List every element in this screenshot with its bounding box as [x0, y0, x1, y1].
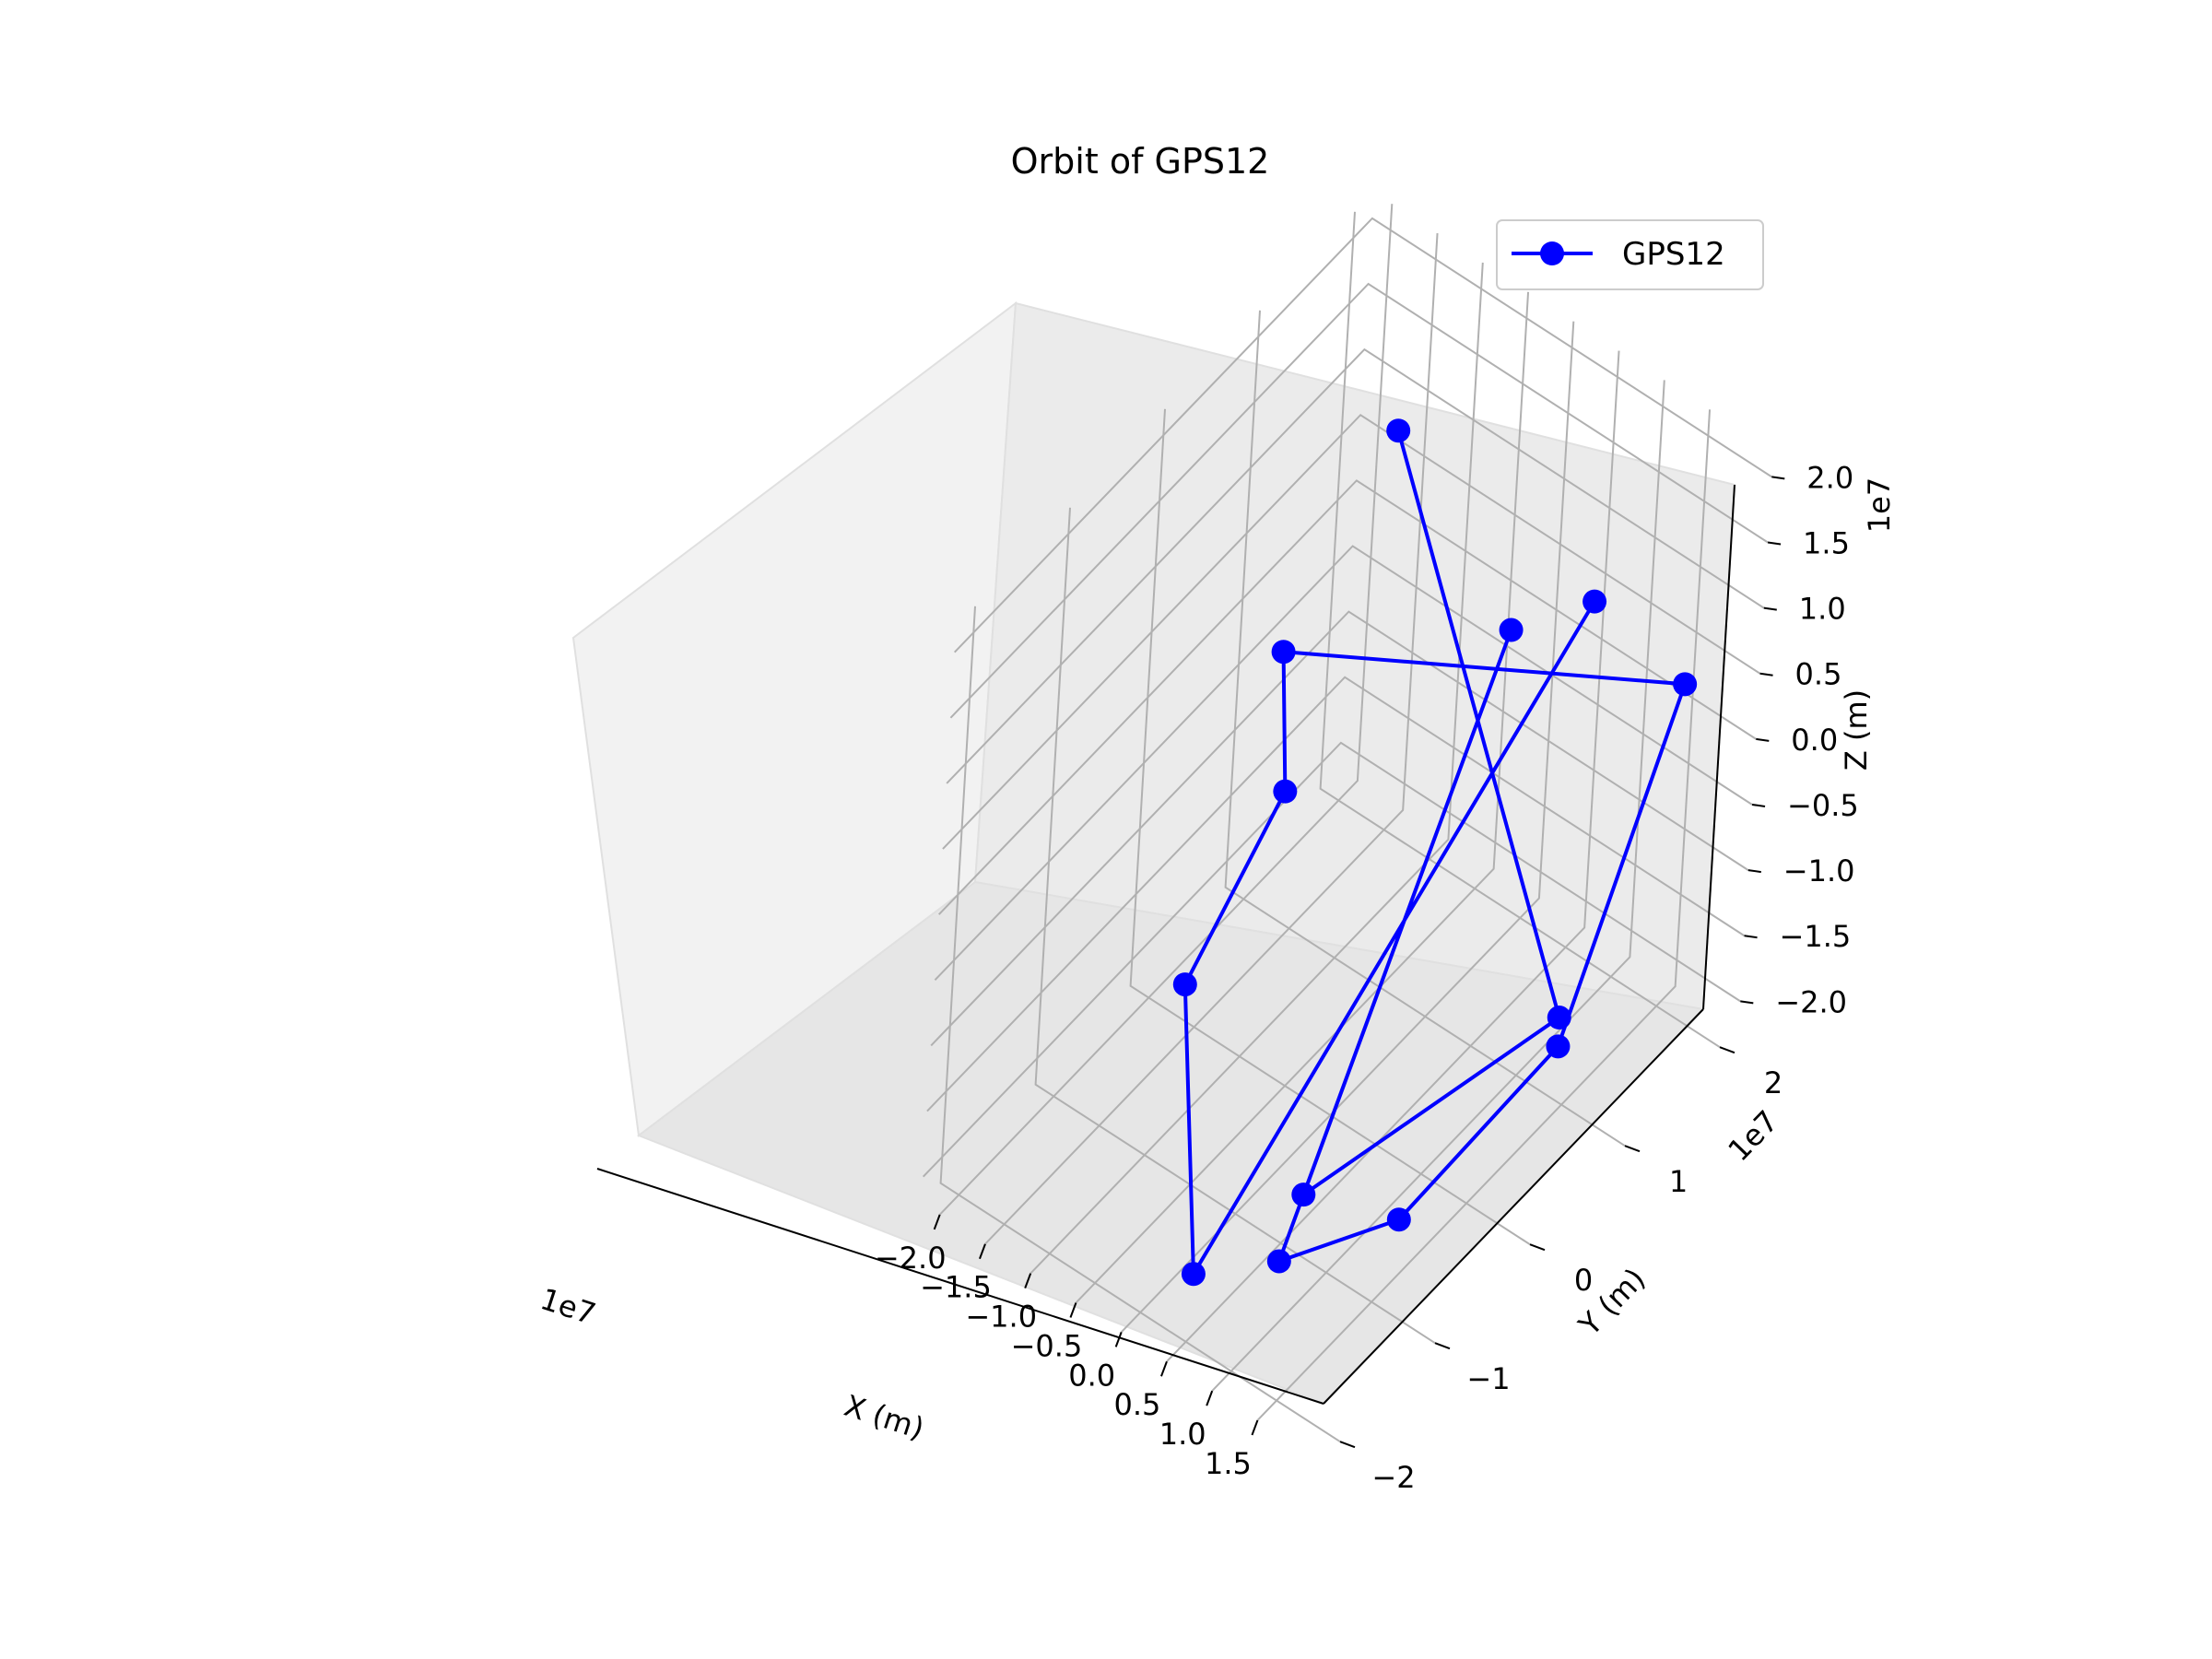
data-point [1547, 1006, 1571, 1030]
y-tick [1434, 1342, 1451, 1350]
grid-line-y [1034, 507, 1436, 1345]
x-tick-label: −1.0 [965, 1300, 1037, 1335]
x-tick [1024, 1273, 1032, 1288]
legend-box [1496, 219, 1764, 290]
grid-line-x [1211, 380, 1665, 1392]
x-tick [1069, 1302, 1077, 1318]
grid-line-z [926, 676, 1746, 1112]
grid-line-z [930, 610, 1749, 1047]
z-tick-label: 0.0 [1791, 723, 1838, 758]
data-point [1291, 1182, 1316, 1207]
grid-line-y [1129, 408, 1531, 1246]
chart-title: Orbit of GPS12 [1011, 141, 1270, 182]
grid-line-z [946, 347, 1765, 784]
grid-line-y [939, 606, 1341, 1443]
x-tick [979, 1243, 986, 1260]
y-tick-label: −2 [1371, 1460, 1415, 1495]
x-tick-label: −1.5 [920, 1270, 992, 1305]
y-tick [1719, 1046, 1735, 1054]
x-tick-label: 0.5 [1114, 1387, 1161, 1422]
grid-line-y [1224, 310, 1626, 1147]
z-tick-label: −0.5 [1787, 788, 1859, 823]
y-tick [1529, 1243, 1546, 1252]
x-tick [1160, 1360, 1168, 1377]
y-tick-label: −1 [1466, 1361, 1510, 1396]
z-tick [1747, 869, 1761, 874]
y-axis-line [1323, 1008, 1704, 1405]
y-tick-label: 0 [1574, 1263, 1593, 1298]
data-point [1386, 418, 1411, 443]
y-offset-label: 1e7 [1721, 1103, 1784, 1168]
grid-line-z [934, 545, 1753, 981]
y-tick-label: 2 [1764, 1065, 1783, 1100]
z-offset-label: 1e7 [1862, 477, 1897, 533]
x-tick [1251, 1419, 1259, 1436]
z-tick-label: −1.0 [1783, 853, 1855, 888]
z-tick-label: −2.0 [1775, 984, 1847, 1019]
z-tick [1763, 606, 1777, 611]
z-tick [1771, 476, 1785, 480]
grid-line-z [922, 741, 1741, 1178]
axis-ticks: −2.0−1.5−1.0−0.50.00.51.01.5 −2−1012−2.0−… [875, 460, 1859, 1495]
data-point [1266, 1249, 1291, 1274]
x-tick [1114, 1331, 1123, 1347]
x-tick-label: 1.5 [1205, 1446, 1252, 1481]
z-tick [1767, 541, 1782, 546]
z-tick-label: 1.5 [1803, 525, 1850, 560]
grid-line-x [984, 232, 1439, 1245]
grid-line-x [1120, 321, 1575, 1334]
data-point [1546, 1034, 1571, 1059]
z-tick [1751, 803, 1766, 807]
series-gps12 [1172, 418, 1698, 1287]
x-tick-label: −0.5 [1011, 1328, 1083, 1363]
z-tick [1756, 737, 1770, 742]
legend-marker [1540, 241, 1564, 265]
z-axis-line [1702, 484, 1735, 1010]
grid-line-x [938, 204, 1394, 1216]
x-tick-label: 1.0 [1159, 1417, 1206, 1452]
grid-line-x [1166, 350, 1620, 1362]
axis-lines [596, 484, 1735, 1405]
grid-line-z [937, 479, 1757, 915]
z-tick [1740, 1000, 1754, 1005]
z-tick [1744, 935, 1758, 939]
grid-line-x [1075, 291, 1530, 1304]
x-tick [1206, 1390, 1214, 1406]
y-tick [1339, 1441, 1356, 1449]
z-axis-label: Z (m) [1839, 689, 1874, 771]
data-point [1499, 618, 1524, 642]
y-tick-label: 1 [1669, 1164, 1688, 1199]
grid-lines [922, 204, 1772, 1443]
grid-line-z [942, 413, 1761, 850]
x-tick-label: 0.0 [1068, 1358, 1115, 1393]
grid-line-x [1256, 409, 1712, 1421]
data-point [1386, 1207, 1411, 1232]
x-axis-line [596, 1168, 1324, 1405]
z-tick-label: −1.5 [1780, 919, 1852, 954]
data-point [1271, 640, 1296, 665]
y-tick [1624, 1145, 1641, 1153]
legend-label: GPS12 [1622, 236, 1725, 273]
z-tick-label: 0.5 [1795, 657, 1842, 692]
legend: GPS12 [1496, 219, 1764, 290]
axes-panes [571, 300, 1736, 1406]
x-offset-label: 1e7 [536, 1281, 600, 1332]
grid-line-z [949, 282, 1769, 719]
z-tick [1759, 672, 1773, 677]
z-tick-label: 1.0 [1799, 592, 1846, 627]
data-point [1172, 972, 1197, 997]
data-point [1181, 1262, 1206, 1287]
data-point [1673, 672, 1698, 697]
data-point [1583, 589, 1607, 614]
grid-line-z [953, 217, 1772, 653]
z-tick-label: 2.0 [1806, 460, 1853, 495]
x-axis-label: X (m) [841, 1388, 929, 1446]
grid-line-x [1030, 262, 1484, 1275]
x-tick-label: −2.0 [875, 1241, 947, 1276]
data-point [1273, 779, 1298, 804]
x-tick [933, 1214, 941, 1230]
